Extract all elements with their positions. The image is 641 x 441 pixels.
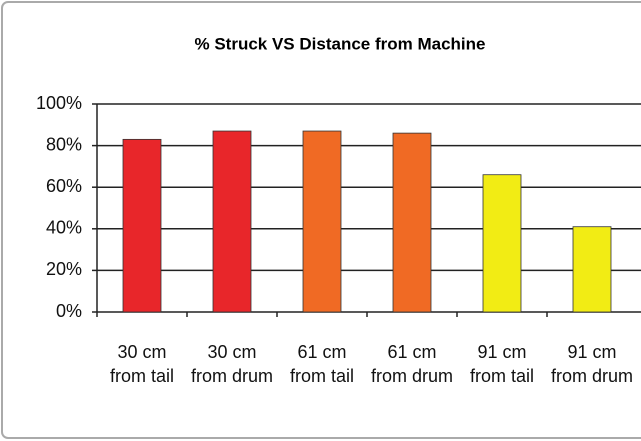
x-tick-label: 91 cm from tail (469, 342, 534, 386)
x-tick-label: 30 cm from tail (109, 342, 174, 386)
bar (302, 130, 342, 313)
x-tick-label: 30 cm from drum (190, 342, 273, 386)
y-tick-label: 80% (46, 134, 82, 154)
x-tick-label: 91 cm from drum (550, 342, 633, 386)
bar (212, 130, 252, 313)
chart-title: % Struck VS Distance from Machine (195, 34, 486, 53)
bar (122, 138, 162, 313)
y-tick-label: 40% (46, 218, 82, 238)
x-tick-label: 61 cm from tail (289, 342, 354, 386)
bar (482, 174, 522, 313)
bar (392, 132, 432, 313)
bar (572, 226, 612, 313)
y-tick-label: 20% (46, 259, 82, 279)
y-tick-label: 60% (46, 176, 82, 196)
y-tick-label: 100% (36, 93, 82, 113)
y-tick-label: 0% (56, 301, 82, 321)
x-tick-label: 61 cm from drum (370, 342, 453, 386)
